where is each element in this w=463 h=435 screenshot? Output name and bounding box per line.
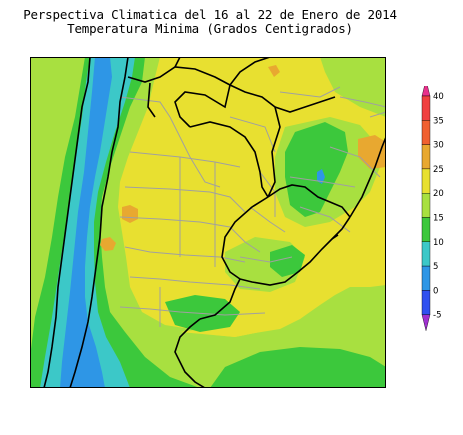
legend-tick-label: 0 (433, 286, 438, 296)
legend-band-30-35 (421, 120, 431, 145)
temp-field-15-20-north (30, 57, 90, 107)
legend-tick-label: 35 (433, 116, 444, 126)
map-frame (30, 57, 386, 388)
legend-band--5-0 (421, 290, 431, 315)
legend-tick-label: 30 (433, 141, 444, 151)
legend-band-0-5 (421, 265, 431, 291)
legend-tick-label: 40 (433, 92, 444, 102)
legend-tick-label: -5 (433, 311, 441, 321)
temp-field-25-30-c (358, 135, 386, 169)
legend-band-20-25 (421, 168, 431, 194)
country-borders (43, 57, 386, 388)
legend-band-10-15 (421, 217, 431, 242)
legend-band-15-20 (421, 192, 431, 218)
title-line-1: Perspectiva Climatica del 16 al 22 de En… (23, 7, 397, 22)
legend-band-25-30 (421, 144, 431, 170)
color-scale-legend: 40 35 30 25 20 15 10 5 0 -5 (421, 86, 444, 331)
temp-field-25-30-d (268, 65, 280, 77)
temp-field-0-5 (60, 57, 112, 388)
temp-field-15-20-northeast (320, 57, 386, 117)
legend-band-35-40 (421, 95, 431, 121)
temp-field-10-15-east (285, 122, 348, 217)
legend-band-5-10 (421, 241, 431, 267)
legend-tick-label: 15 (433, 214, 444, 224)
legend-band-above-40 (421, 86, 431, 97)
legend-tick-label: 5 (433, 262, 438, 272)
temp-field-25-30-b (100, 237, 116, 251)
title-line-2: Temperatura Minima (Grados Centigrados) (67, 21, 353, 36)
temp-field-0-5-spot (317, 169, 325, 184)
temperature-map (30, 57, 386, 388)
map-title: Perspectiva Climatica del 16 al 22 de En… (0, 8, 420, 36)
temp-field-10-15-delta (270, 245, 305, 277)
province-boundaries (119, 86, 386, 327)
legend-tick-label: 10 (433, 238, 444, 248)
legend-tick-label: 20 (433, 189, 444, 199)
temp-field-25-30-a (122, 205, 138, 223)
legend-tick-label: 25 (433, 165, 444, 175)
legend-band-below--5 (421, 314, 431, 331)
temp-field-10-15-south-b (210, 347, 386, 388)
